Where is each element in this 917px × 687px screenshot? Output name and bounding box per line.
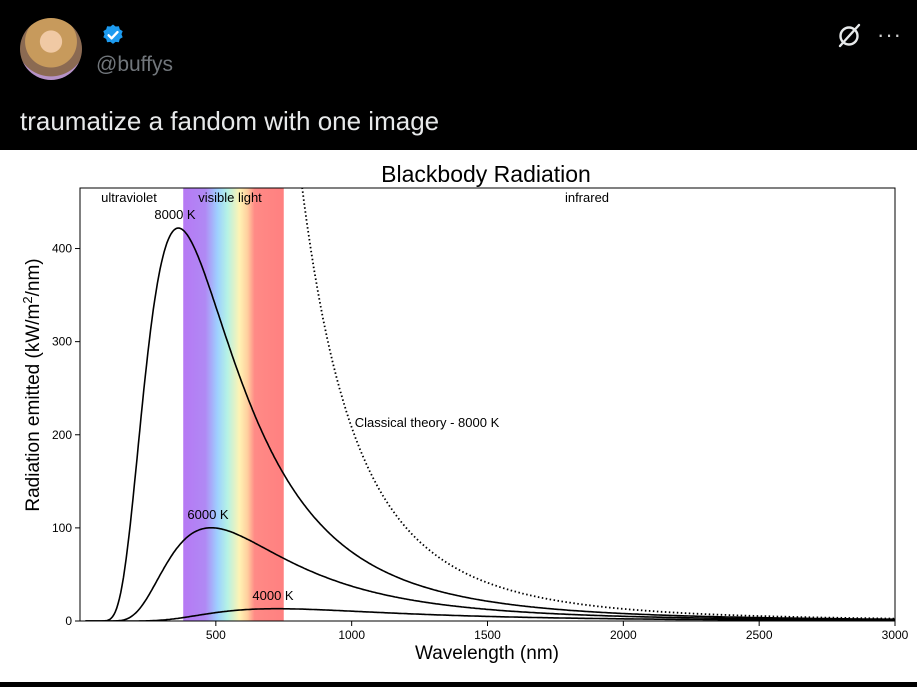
y-tick-label-300: 300: [52, 335, 72, 349]
post-image[interactable]: 500 1000 1500 2000 2500 3000 0 100 200 300 400 Bla…: [0, 150, 917, 682]
region-label-visible: visible light: [198, 190, 262, 205]
avatar[interactable]: [20, 18, 82, 80]
series-label-6000k: 6000 K: [187, 507, 229, 522]
y-tick-label-200: 200: [52, 428, 72, 442]
region-label-ultraviolet: ultraviolet: [101, 190, 157, 205]
x-tick-label-2000: 2000: [610, 628, 637, 642]
curve-4000k: [85, 607, 895, 621]
curve-6000k: [85, 527, 895, 621]
series-label-classical: Classical theory - 8000 K: [355, 415, 500, 430]
series-label-4000k: 4000 K: [252, 588, 294, 603]
y-tick-label-100: 100: [52, 521, 72, 535]
curve-classical-theory: [301, 188, 895, 620]
x-axis-label: Wavelength (nm): [415, 643, 559, 664]
verified-badge-icon: [103, 24, 123, 44]
x-tick-label-2500: 2500: [746, 628, 773, 642]
post-header: @buffys ··· traumatize a fandom with one…: [0, 0, 917, 150]
y-tick-label-0: 0: [65, 614, 72, 628]
region-label-infrared: infrared: [565, 190, 609, 205]
y-axis-label-b: /nm): [23, 258, 44, 296]
curve-8000k: [85, 227, 895, 621]
grok-icon[interactable]: [836, 23, 862, 49]
y-tick-label-400: 400: [52, 242, 72, 256]
y-axis-label-sup: 2: [20, 296, 35, 303]
blackbody-chart: 500 1000 1500 2000 2500 3000 0 100 200 300 400 Bla…: [20, 161, 909, 664]
series-label-8000k: 8000 K: [154, 207, 196, 222]
y-axis-label-a: Radiation emitted (kW/m: [23, 304, 44, 512]
user-handle[interactable]: @buffys: [96, 53, 173, 76]
y-axis-label: Radiation emitted (kW/m2/nm): [20, 258, 44, 511]
chart-title: Blackbody Radiation: [381, 161, 591, 187]
x-tick-label-1000: 1000: [338, 628, 365, 642]
post-text: traumatize a fandom with one image: [20, 106, 440, 136]
x-tick-label-3000: 3000: [882, 628, 909, 642]
visible-light-band: [183, 188, 284, 621]
x-tick-label-500: 500: [206, 628, 226, 642]
x-tick-label-1500: 1500: [474, 628, 501, 642]
more-options-icon[interactable]: ···: [877, 22, 902, 47]
